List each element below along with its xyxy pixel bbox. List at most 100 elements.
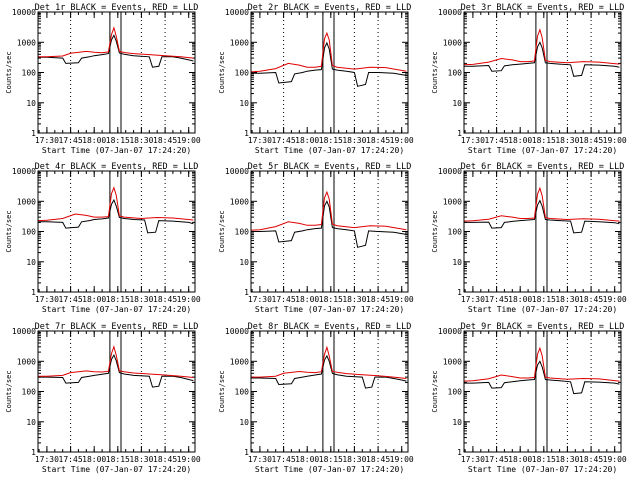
x-tick-label: 17:30 — [35, 295, 59, 304]
x-tick-label: 19:00 — [603, 136, 627, 145]
x-tick-label: 18:45 — [153, 295, 177, 304]
series-lld-line — [463, 346, 620, 382]
y-tick-label: 10 — [26, 99, 36, 108]
y-tick-label: 10000 — [225, 167, 249, 176]
y-tick-label: 1 — [457, 448, 462, 457]
y-tick-label: 10000 — [225, 8, 249, 17]
x-tick-label: 18:15 — [106, 455, 130, 464]
y-tick-label: 1000 — [230, 357, 249, 366]
y-axis-label: Counts/sec — [431, 51, 439, 93]
y-tick-label: 100 — [235, 388, 250, 397]
panel-8: 1 10 100 1000 10000 17:30 17:45 18:00 18:15 18:30… — [218, 322, 414, 474]
x-tick-label: 19:00 — [603, 295, 627, 304]
panel-title: Det 7r BLACK = Events, RED = LLD — [35, 322, 199, 332]
panel-1: 1 10 100 1000 10000 17:30 17:45 18:00 18:15 18:30… — [5, 3, 201, 155]
y-tick-label: 1000 — [17, 357, 36, 366]
x-tick-label: 17:45 — [485, 136, 509, 145]
panel-2: 1 10 100 1000 10000 17:30 17:45 18:00 18:15 18:30… — [218, 3, 414, 155]
series-events-line — [37, 198, 194, 234]
y-tick-label: 10000 — [225, 327, 249, 336]
y-tick-label: 10000 — [12, 327, 36, 336]
y-tick-label: 100 — [448, 388, 463, 397]
x-axis-label: Start Time (07-Jan-07 17:24:20) — [42, 305, 191, 314]
y-tick-label: 10 — [452, 99, 462, 108]
series-events-line — [250, 200, 407, 248]
plot-frame — [250, 330, 409, 453]
y-tick-label: 1000 — [443, 38, 462, 47]
y-tick-label: 10000 — [12, 167, 36, 176]
x-tick-label: 18:30 — [342, 455, 366, 464]
y-tick-label: 100 — [448, 228, 463, 237]
x-tick-label: 17:45 — [59, 136, 83, 145]
x-tick-label: 19:00 — [177, 295, 201, 304]
x-axis-label: Start Time (07-Jan-07 17:24:20) — [255, 305, 404, 314]
x-tick-label: 19:00 — [390, 136, 414, 145]
y-tick-label: 10 — [239, 258, 249, 267]
x-tick-label: 17:30 — [461, 295, 485, 304]
y-tick-label: 10000 — [438, 167, 462, 176]
x-tick-label: 18:00 — [295, 455, 319, 464]
x-tick-label: 18:00 — [82, 455, 106, 464]
x-axis-label: Start Time (07-Jan-07 17:24:20) — [255, 146, 404, 155]
x-tick-label: 17:45 — [485, 295, 509, 304]
x-tick-label: 18:00 — [508, 455, 532, 464]
y-tick-label: 1 — [244, 448, 249, 457]
y-tick-label: 100 — [235, 69, 250, 78]
x-tick-label: 18:00 — [82, 295, 106, 304]
x-tick-label: 18:30 — [555, 455, 579, 464]
x-tick-label: 18:30 — [555, 136, 579, 145]
x-tick-label: 19:00 — [177, 455, 201, 464]
panel-title: Det 6r BLACK = Events, RED = LLD — [461, 162, 625, 172]
panel-title: Det 3r BLACK = Events, RED = LLD — [461, 3, 625, 13]
x-tick-label: 18:30 — [129, 455, 153, 464]
x-tick-label: 18:15 — [319, 455, 343, 464]
x-tick-label: 18:15 — [106, 136, 130, 145]
x-tick-label: 17:30 — [35, 136, 59, 145]
y-axis-label: Counts/sec — [5, 51, 13, 93]
x-tick-label: 17:45 — [59, 455, 83, 464]
x-axis-label: Start Time (07-Jan-07 17:24:20) — [468, 146, 617, 155]
y-tick-label: 10 — [239, 99, 249, 108]
panel-title: Det 4r BLACK = Events, RED = LLD — [35, 162, 199, 172]
y-tick-label: 10 — [452, 258, 462, 267]
y-tick-label: 10 — [239, 418, 249, 427]
y-axis-label: Counts/sec — [5, 370, 13, 412]
x-tick-label: 18:15 — [532, 455, 556, 464]
y-tick-label: 1 — [457, 129, 462, 138]
x-tick-label: 17:45 — [272, 295, 296, 304]
x-axis-label: Start Time (07-Jan-07 17:24:20) — [42, 465, 191, 474]
x-tick-label: 18:30 — [555, 295, 579, 304]
y-tick-label: 1 — [244, 288, 249, 297]
x-tick-label: 18:45 — [366, 295, 390, 304]
series-events-line — [250, 354, 407, 389]
x-axis-label: Start Time (07-Jan-07 17:24:20) — [468, 465, 617, 474]
x-tick-label: 18:45 — [366, 455, 390, 464]
plot-frame — [37, 11, 196, 134]
x-tick-label: 18:15 — [319, 136, 343, 145]
panel-title: Det 9r BLACK = Events, RED = LLD — [461, 322, 625, 332]
x-tick-label: 18:15 — [319, 295, 343, 304]
y-tick-label: 100 — [22, 228, 37, 237]
x-axis-label: Start Time (07-Jan-07 17:24:20) — [468, 305, 617, 314]
y-tick-label: 10 — [26, 258, 36, 267]
panel-3: 1 10 100 1000 10000 17:30 17:45 18:00 18:15 18:30… — [431, 3, 627, 155]
series-events-line — [37, 34, 194, 68]
x-tick-label: 18:45 — [579, 136, 603, 145]
x-tick-label: 17:45 — [59, 295, 83, 304]
y-axis-label: Counts/sec — [431, 370, 439, 412]
x-tick-label: 17:30 — [248, 295, 272, 304]
series-lld-line — [250, 345, 407, 379]
series-events-line — [463, 41, 620, 77]
x-tick-label: 17:30 — [248, 455, 272, 464]
x-tick-label: 18:45 — [579, 295, 603, 304]
y-axis-label: Counts/sec — [431, 210, 439, 252]
x-tick-label: 17:30 — [461, 455, 485, 464]
y-tick-label: 1000 — [443, 357, 462, 366]
y-tick-label: 100 — [448, 69, 463, 78]
series-lld-line — [250, 31, 407, 73]
x-axis-label: Start Time (07-Jan-07 17:24:20) — [255, 465, 404, 474]
y-axis-label: Counts/sec — [218, 210, 226, 252]
plot-frame — [463, 11, 622, 134]
x-tick-label: 18:30 — [129, 295, 153, 304]
x-tick-label: 17:30 — [248, 136, 272, 145]
